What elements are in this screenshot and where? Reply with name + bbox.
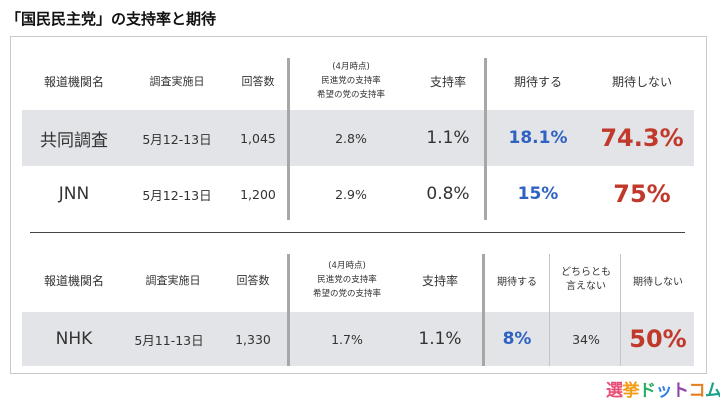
header-neither: どちらとも 言えない <box>552 254 620 306</box>
column-separator <box>287 58 290 220</box>
cell-expect: 15% <box>517 184 559 204</box>
header-agency: 報道機関名 <box>43 273 104 288</box>
cell-responses: 1,045 <box>240 130 276 146</box>
header-no-expect: 期待しない <box>611 74 672 89</box>
cell-date: 5月11-13日 <box>134 332 204 348</box>
column-separator <box>484 58 487 220</box>
logo-char: ド <box>639 380 656 401</box>
cell-neither: 34% <box>572 331 600 347</box>
header-date: 調査実施日 <box>149 75 205 88</box>
header-no-expect: 期待しない <box>633 276 683 288</box>
logo-char: 選 <box>606 380 623 401</box>
cell-responses: 1,200 <box>240 186 276 202</box>
cell-agency: JNN <box>58 184 90 204</box>
column-separator <box>287 254 290 366</box>
logo-char: 挙 <box>622 380 640 401</box>
header-april-note-line2: 民進党の支持率 <box>321 76 381 86</box>
cell-april: 2.9% <box>335 186 367 202</box>
cell-responses: 1,330 <box>235 331 271 347</box>
cell-no-expect: 74.3% <box>600 124 684 152</box>
row-highlight-band <box>22 110 694 166</box>
header-april-note: (4月時点) 民進党の支持率 希望の党の支持率 <box>292 254 402 306</box>
header-support: 支持率 <box>429 74 466 89</box>
cell-april: 2.8% <box>335 130 367 146</box>
cell-date: 5月12-13日 <box>142 187 212 203</box>
column-separator <box>549 254 550 366</box>
cell-support: 1.1% <box>418 329 462 349</box>
content-frame <box>10 36 707 374</box>
cell-expect: 8% <box>502 329 532 349</box>
cell-support: 0.8% <box>426 184 470 204</box>
logo-char: ッ <box>655 380 673 401</box>
cell-date: 5月12-13日 <box>142 131 212 147</box>
header-date: 調査実施日 <box>145 274 201 287</box>
cell-agency: NHK <box>55 329 93 349</box>
header-april-note-line1: (4月時点) <box>328 261 366 271</box>
cell-agency: 共同調査 <box>40 130 108 151</box>
header-april-note: (4月時点) 民進党の支持率 希望の党の支持率 <box>292 56 410 106</box>
header-support: 支持率 <box>421 273 458 288</box>
cell-expect: 18.1% <box>508 128 568 148</box>
cell-no-expect: 50% <box>629 325 687 353</box>
site-logo: 選 挙 ド ッ ト コ ム <box>606 374 720 402</box>
header-april-note-line1: (4月時点) <box>332 62 370 72</box>
header-responses: 回答数 <box>241 75 275 88</box>
header-responses: 回答数 <box>236 274 270 287</box>
header-april-note-line3: 希望の党の支持率 <box>312 289 381 299</box>
header-expect: 期待する <box>497 276 537 288</box>
header-neither-line1: どちらとも <box>561 267 611 278</box>
cell-april: 1.7% <box>331 331 363 347</box>
logo-char: ム <box>705 380 720 401</box>
cell-no-expect: 75% <box>613 180 671 208</box>
row-highlight-band <box>22 312 694 366</box>
header-april-note-line2: 民進党の支持率 <box>317 275 377 285</box>
header-expect: 期待する <box>513 74 562 89</box>
column-separator <box>620 254 621 366</box>
header-neither-line2: 言えない <box>566 281 606 292</box>
cell-support: 1.1% <box>426 128 470 148</box>
header-april-note-line3: 希望の党の支持率 <box>316 90 385 100</box>
logo-char: コ <box>688 380 706 401</box>
header-agency: 報道機関名 <box>43 74 104 89</box>
page-title: 「国民民主党」の支持率と期待 <box>6 10 217 28</box>
section-divider <box>30 232 685 233</box>
logo-char: ト <box>672 380 689 401</box>
column-separator <box>482 254 485 366</box>
